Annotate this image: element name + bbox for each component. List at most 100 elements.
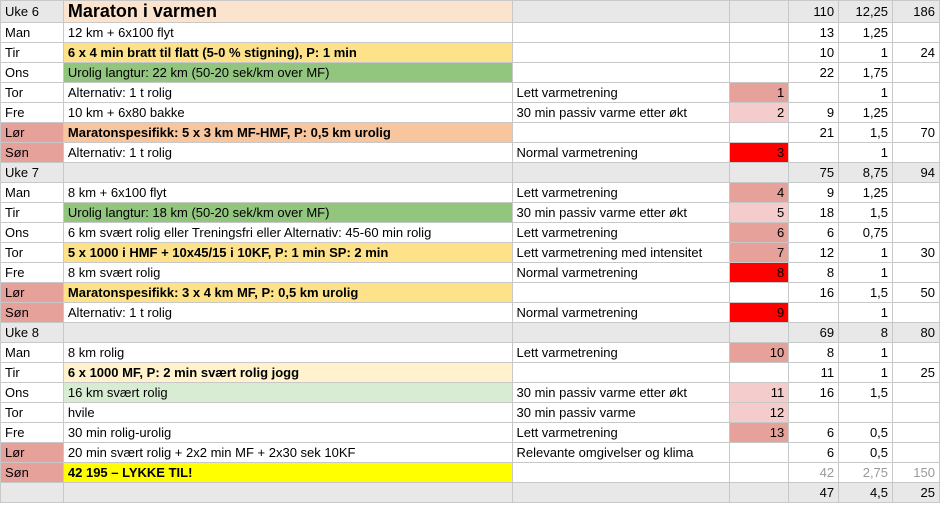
heat-training-cell[interactable]: Relevante omgivelser og klima	[511, 442, 731, 463]
quality-km-cell[interactable]	[892, 22, 940, 43]
km-cell[interactable]	[788, 142, 840, 163]
workout-cell[interactable]: 8 km rolig	[62, 342, 513, 363]
heat-number-cell[interactable]	[729, 42, 790, 63]
workout-cell[interactable]: 8 km svært rolig	[62, 262, 513, 283]
heat-training-cell[interactable]: Lett varmetrening	[511, 222, 731, 243]
day-cell[interactable]: Man	[0, 22, 64, 43]
day-cell[interactable]: Man	[0, 342, 64, 363]
workout-cell[interactable]: hvile	[62, 402, 513, 423]
workout-cell[interactable]: 16 km svært rolig	[62, 382, 513, 403]
heat-number-cell[interactable]: 2	[729, 102, 790, 123]
hours-cell[interactable]: 1	[838, 342, 894, 363]
hours-cell[interactable]: 1	[838, 242, 894, 263]
km-cell[interactable]: 6	[788, 422, 840, 443]
heat-training-cell[interactable]	[511, 162, 731, 183]
heat-number-cell[interactable]: 4	[729, 182, 790, 203]
heat-training-cell[interactable]	[511, 62, 731, 83]
heat-number-cell[interactable]: 13	[729, 422, 790, 443]
quality-km-cell[interactable]: 25	[892, 362, 940, 383]
quality-km-cell[interactable]	[892, 422, 940, 443]
quality-km-cell[interactable]	[892, 142, 940, 163]
workout-cell[interactable]: 5 x 1000 i HMF + 10x45/15 i 10KF, P: 1 m…	[62, 242, 513, 263]
heat-number-cell[interactable]	[729, 462, 790, 483]
heat-number-cell[interactable]: 8	[729, 262, 790, 283]
quality-km-cell[interactable]	[892, 182, 940, 203]
quality-km-cell[interactable]: 30	[892, 242, 940, 263]
heat-training-cell[interactable]: 30 min passiv varme etter økt	[511, 202, 731, 223]
heat-training-cell[interactable]: 30 min passiv varme etter økt	[511, 102, 731, 123]
heat-number-cell[interactable]: 5	[729, 202, 790, 223]
km-cell[interactable]: 21	[788, 122, 840, 143]
heat-number-cell[interactable]	[729, 482, 790, 503]
heat-number-cell[interactable]	[729, 22, 790, 43]
quality-km-cell[interactable]	[892, 102, 940, 123]
quality-km-cell[interactable]	[892, 222, 940, 243]
workout-cell[interactable]: Alternativ: 1 t rolig	[62, 142, 513, 163]
km-cell[interactable]: 22	[788, 62, 840, 83]
hours-cell[interactable]: 1,75	[838, 62, 894, 83]
heat-training-cell[interactable]: Normal varmetrening	[511, 142, 731, 163]
heat-training-cell[interactable]	[511, 42, 731, 63]
day-cell[interactable]: Tir	[0, 362, 64, 383]
day-cell[interactable]: Tir	[0, 42, 64, 63]
hours-cell[interactable]: 1,5	[838, 122, 894, 143]
km-cell[interactable]: 6	[788, 222, 840, 243]
workout-cell[interactable]: Maratonspesifikk: 5 x 3 km MF-HMF, P: 0,…	[62, 122, 513, 143]
day-cell[interactable]: Man	[0, 182, 64, 203]
quality-km-cell[interactable]: 150	[892, 462, 940, 483]
hours-cell[interactable]: 1	[838, 82, 894, 103]
heat-training-cell[interactable]	[511, 122, 731, 143]
workout-cell[interactable]: 6 km svært rolig eller Treningsfri eller…	[62, 222, 513, 243]
heat-training-cell[interactable]	[511, 362, 731, 383]
hours-cell[interactable]: 1	[838, 362, 894, 383]
quality-km-cell[interactable]: 94	[892, 162, 940, 183]
day-cell[interactable]: Fre	[0, 102, 64, 123]
workout-cell[interactable]: 30 min rolig-urolig	[62, 422, 513, 443]
quality-km-cell[interactable]: 24	[892, 42, 940, 63]
workout-cell[interactable]: Maraton i varmen	[62, 0, 513, 23]
km-cell[interactable]	[788, 82, 840, 103]
heat-training-cell[interactable]: 30 min passiv varme	[511, 402, 731, 423]
heat-training-cell[interactable]: Normal varmetrening	[511, 262, 731, 283]
km-cell[interactable]: 18	[788, 202, 840, 223]
day-cell[interactable]: Lør	[0, 282, 64, 303]
workout-cell[interactable]: 6 x 4 min bratt til flatt (5-0 % stignin…	[62, 42, 513, 63]
km-cell[interactable]: 10	[788, 42, 840, 63]
hours-cell[interactable]	[838, 402, 894, 423]
workout-cell[interactable]: Alternativ: 1 t rolig	[62, 82, 513, 103]
heat-number-cell[interactable]: 6	[729, 222, 790, 243]
day-cell[interactable]: Tor	[0, 402, 64, 423]
km-cell[interactable]: 110	[788, 0, 840, 23]
hours-cell[interactable]: 1,5	[838, 382, 894, 403]
km-cell[interactable]: 8	[788, 342, 840, 363]
hours-cell[interactable]: 1	[838, 262, 894, 283]
hours-cell[interactable]: 1	[838, 142, 894, 163]
heat-number-cell[interactable]: 1	[729, 82, 790, 103]
heat-number-cell[interactable]: 9	[729, 302, 790, 323]
day-cell[interactable]: Søn	[0, 142, 64, 163]
workout-cell[interactable]: Urolig langtur: 18 km (50-20 sek/km over…	[62, 202, 513, 223]
heat-training-cell[interactable]	[511, 482, 731, 503]
hours-cell[interactable]: 1,5	[838, 202, 894, 223]
day-cell[interactable]	[0, 482, 64, 503]
workout-cell[interactable]	[62, 322, 513, 343]
heat-training-cell[interactable]	[511, 462, 731, 483]
heat-number-cell[interactable]	[729, 442, 790, 463]
hours-cell[interactable]: 1,25	[838, 102, 894, 123]
day-cell[interactable]: Ons	[0, 222, 64, 243]
hours-cell[interactable]: 1,25	[838, 182, 894, 203]
km-cell[interactable]: 16	[788, 282, 840, 303]
hours-cell[interactable]: 4,5	[838, 482, 894, 503]
quality-km-cell[interactable]	[892, 402, 940, 423]
quality-km-cell[interactable]: 50	[892, 282, 940, 303]
km-cell[interactable]: 9	[788, 102, 840, 123]
hours-cell[interactable]: 0,5	[838, 442, 894, 463]
day-cell[interactable]: Søn	[0, 302, 64, 323]
quality-km-cell[interactable]: 25	[892, 482, 940, 503]
workout-cell[interactable]: Alternativ: 1 t rolig	[62, 302, 513, 323]
hours-cell[interactable]: 8	[838, 322, 894, 343]
heat-number-cell[interactable]: 7	[729, 242, 790, 263]
heat-training-cell[interactable]	[511, 322, 731, 343]
heat-number-cell[interactable]	[729, 362, 790, 383]
hours-cell[interactable]: 1	[838, 302, 894, 323]
